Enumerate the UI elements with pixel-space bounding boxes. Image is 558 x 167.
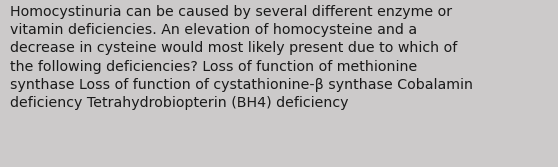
Text: Homocystinuria can be caused by several different enzyme or
vitamin deficiencies: Homocystinuria can be caused by several … [10, 5, 473, 110]
